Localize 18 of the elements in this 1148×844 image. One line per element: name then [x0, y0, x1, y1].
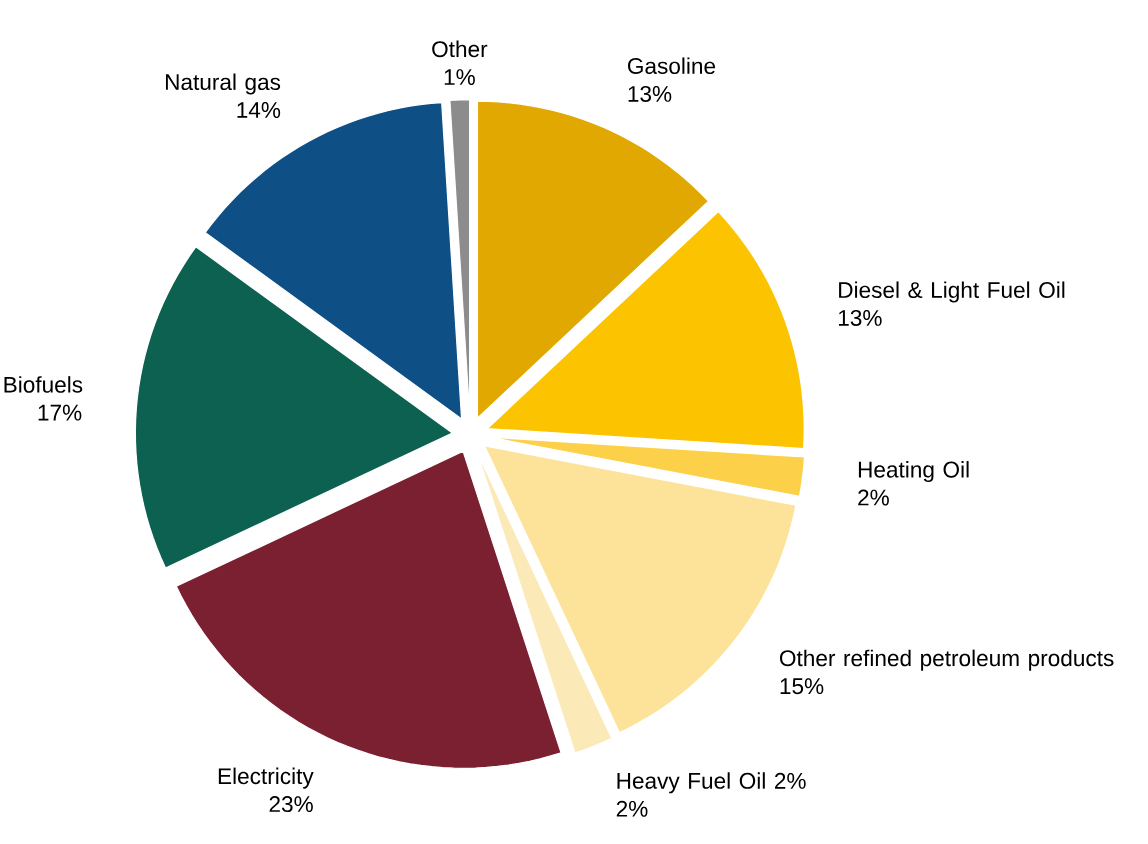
- data-label: 23%: [269, 796, 313, 813]
- slice-label: Heavy Fuel Oil 2%: [617, 772, 806, 794]
- slice-label: Other: [432, 40, 488, 58]
- data-label: 1%: [444, 69, 475, 86]
- data-label: 17%: [38, 404, 82, 421]
- data-label: 13%: [838, 310, 882, 327]
- data-label: 2%: [858, 489, 889, 506]
- slice-label: Heating Oil: [858, 461, 969, 483]
- slice-label: Biofuels: [4, 376, 83, 393]
- slice-label: Natural gas: [165, 73, 281, 95]
- slice-label: Gasoline: [628, 57, 716, 75]
- data-label: 2%: [616, 800, 648, 817]
- data-label: 13%: [628, 86, 672, 103]
- slice-label: Electricity: [218, 767, 314, 789]
- slice-label: Other refined petroleum products: [779, 649, 1114, 671]
- slice-label: Diesel & Light Fuel Oil: [839, 281, 1065, 303]
- data-label: 14%: [237, 102, 281, 119]
- data-label: 15%: [780, 678, 824, 695]
